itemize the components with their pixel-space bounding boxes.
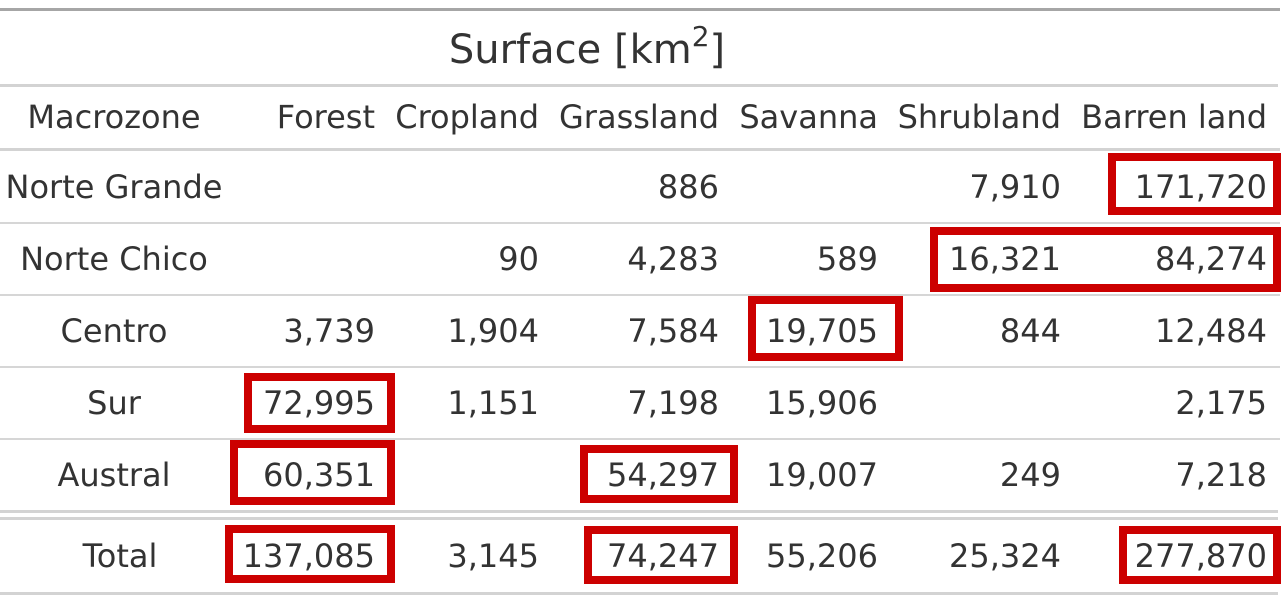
savanna-cell [727, 169, 878, 205]
macrozone-cell: Austral [57, 456, 171, 494]
header-divider [0, 148, 1280, 151]
shrubland-cell: 844 [999, 312, 1061, 350]
column-header-macrozone: Macrozone [27, 98, 201, 136]
barren-land-cell: 171,720 [1134, 168, 1267, 206]
column-header-cropland: Cropland [395, 98, 539, 136]
row-divider [0, 294, 1280, 296]
cropland-cell: 90 [498, 240, 539, 278]
highlight-box [930, 227, 1281, 292]
total-shrubland-cell: 25,324 [949, 537, 1061, 575]
forest-cell: 72,995 [263, 384, 375, 422]
total-forest-cell: 137,085 [242, 537, 375, 575]
highlight-box [1108, 153, 1281, 215]
cropland-cell [383, 169, 539, 205]
total-savanna-cell: 55,206 [766, 537, 878, 575]
row-divider [0, 366, 1280, 368]
title-divider [0, 84, 1278, 87]
column-header-grassland: Grassland [559, 98, 719, 136]
grassland-cell: 886 [657, 168, 719, 206]
column-header-shrubland: Shrubland [897, 98, 1061, 136]
barren-land-cell: 2,175 [1175, 384, 1267, 422]
barren-land-cell: 12,484 [1155, 312, 1267, 350]
shrubland-cell: 16,321 [949, 240, 1061, 278]
grassland-cell: 7,584 [627, 312, 719, 350]
highlight-box [580, 445, 738, 503]
highlight-box [748, 296, 903, 361]
cropland-cell [383, 457, 539, 493]
macrozone-cell: Sur [87, 384, 141, 422]
shrubland-cell: 249 [999, 456, 1061, 494]
forest-cell: 60,351 [263, 456, 375, 494]
savanna-cell: 19,705 [766, 312, 878, 350]
grassland-cell: 4,283 [627, 240, 719, 278]
title-superscript: 2 [691, 19, 710, 53]
cropland-cell: 1,904 [447, 312, 539, 350]
shrubland-cell [886, 385, 1061, 421]
total-divider-lower [0, 517, 1278, 520]
top-border [0, 8, 1280, 11]
grassland-cell: 54,297 [607, 456, 719, 494]
savanna-cell: 19,007 [766, 456, 878, 494]
barren-land-cell: 84,274 [1155, 240, 1267, 278]
savanna-cell: 15,906 [766, 384, 878, 422]
highlight-box [584, 526, 738, 584]
grassland-cell: 7,198 [627, 384, 719, 422]
forest-cell [236, 241, 375, 277]
row-divider [0, 222, 1280, 224]
title-text: Surface [km [448, 27, 692, 73]
macrozone-cell: Norte Grande [5, 168, 223, 206]
column-header-forest: Forest [276, 98, 375, 136]
forest-cell: 3,739 [283, 312, 375, 350]
cropland-cell: 1,151 [447, 384, 539, 422]
row-divider [0, 438, 1280, 440]
title-suffix: ] [709, 27, 726, 73]
forest-cell [236, 169, 375, 205]
shrubland-cell: 7,910 [969, 168, 1061, 206]
total-cropland-cell: 3,145 [447, 537, 539, 575]
total-barren-land-cell: 277,870 [1134, 537, 1267, 575]
total-label: Total [82, 537, 158, 575]
highlight-box [225, 525, 395, 583]
highlight-box [230, 440, 395, 505]
column-header-savanna: Savanna [739, 98, 878, 136]
savanna-cell: 589 [816, 240, 878, 278]
table-title: Surface [km2] [0, 20, 1174, 80]
barren-land-cell: 7,218 [1175, 456, 1267, 494]
total-divider-upper [0, 510, 1278, 513]
column-header-barren-land: Barren land [1081, 98, 1267, 136]
total-grassland-cell: 74,247 [607, 537, 719, 575]
highlight-box [1119, 526, 1281, 584]
bottom-border [0, 592, 1278, 595]
macrozone-cell: Norte Chico [20, 240, 208, 278]
highlight-box [244, 373, 395, 433]
macrozone-cell: Centro [60, 312, 168, 350]
